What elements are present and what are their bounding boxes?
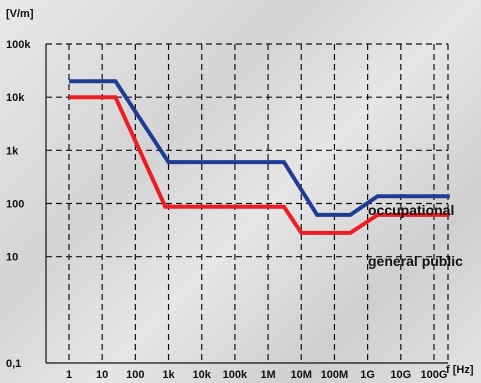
x-tick-label: 1 [66,369,72,381]
y-tick-label: 10 [6,252,18,264]
series-line-general-public [69,95,450,235]
y-tick-label: 1k [6,145,19,157]
grid [45,43,449,364]
series-line-occupational [69,79,450,217]
x-tick-label: 100 [126,369,144,381]
x-tick-label: 10G [390,369,411,381]
tick-labels: 1 10 100 1k 10k 100k 1M 10M 100M 1G 10G 100G 0,1 10 10… [6,39,447,381]
y-tick-label: 100k [6,39,31,51]
x-axis-unit-label: f [Hz] [446,364,474,376]
x-tick-label: 1M [260,369,275,381]
x-tick-label: 1k [162,369,175,381]
x-tick-label: 100G [421,369,448,381]
y-tick-label: 100 [6,199,24,211]
x-tick-label: 10k [193,369,212,381]
x-tick-label: 100M [321,369,349,381]
y-tick-label: 10k [6,92,25,104]
x-tick-label: 10 [96,369,108,381]
y-tick-label: 0,1 [6,358,21,370]
y-axis-unit-label: [V/m] [6,8,34,20]
x-tick-label: 100k [223,369,248,381]
x-tick-label: 1G [360,369,375,381]
series-label-occupational: occupational [368,202,454,218]
x-tick-label: 10M [291,369,312,381]
series-label-general-public: general public [368,253,463,269]
series-lines [69,79,450,235]
